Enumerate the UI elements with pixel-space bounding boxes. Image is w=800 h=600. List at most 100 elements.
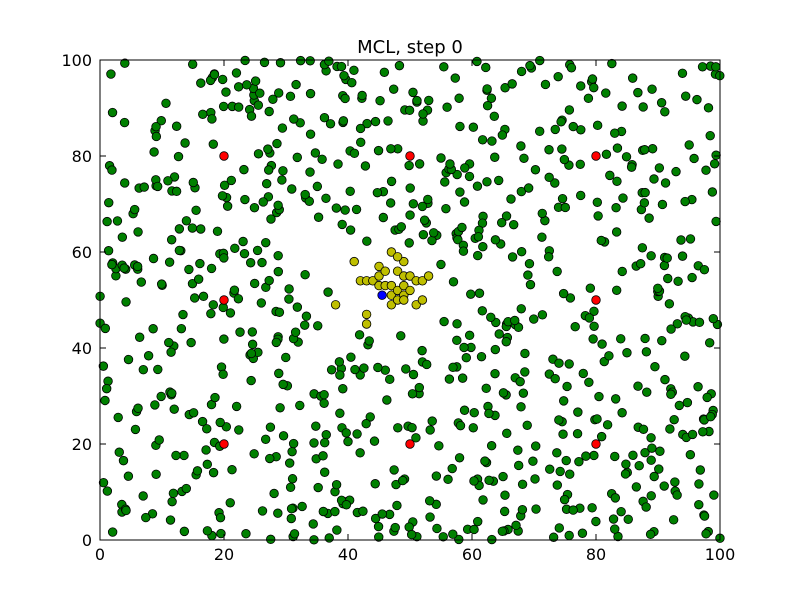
particle-point — [702, 392, 712, 403]
particle-point — [529, 314, 539, 324]
cluster-particle-point — [374, 261, 384, 272]
particle-point — [261, 237, 271, 248]
particle-point — [123, 471, 134, 481]
particle-point — [685, 450, 696, 460]
particle-point — [445, 159, 455, 169]
particle-point — [241, 529, 251, 539]
points-layer — [95, 55, 725, 545]
particle-point — [455, 121, 465, 132]
axes-frame — [99, 59, 721, 541]
particle-point — [701, 165, 711, 175]
particle-point — [516, 304, 526, 314]
particle-point — [436, 259, 446, 270]
particle-point — [273, 508, 283, 518]
particle-point — [486, 312, 496, 322]
particle-point — [617, 408, 627, 418]
landmark-point — [219, 439, 229, 449]
particle-point — [234, 425, 244, 435]
cluster-particle-point — [392, 285, 403, 296]
particle-point — [361, 419, 371, 429]
particle-point — [285, 91, 296, 102]
particle-point — [639, 198, 650, 208]
particle-point — [664, 299, 675, 309]
landmark-point — [591, 439, 601, 449]
particle-point — [574, 456, 584, 467]
particle-point — [273, 266, 284, 277]
particle-point — [589, 306, 599, 316]
particle-point — [486, 441, 497, 451]
particle-point — [195, 258, 205, 269]
particle-point — [164, 257, 175, 267]
particle-point — [612, 176, 622, 186]
particle-point — [610, 451, 620, 462]
particle-point — [359, 363, 369, 373]
particle-point — [396, 222, 407, 232]
particle-point — [230, 243, 240, 253]
particle-point — [260, 434, 271, 445]
particle-point — [345, 225, 356, 235]
particle-point — [562, 381, 572, 392]
particle-point — [338, 384, 348, 394]
particle-point — [292, 152, 302, 163]
particle-point — [169, 404, 179, 414]
particle-point — [319, 398, 329, 408]
particle-point — [250, 76, 261, 86]
particle-point — [265, 422, 276, 432]
particle-point — [377, 509, 387, 519]
particle-point — [321, 193, 331, 203]
particle-point — [349, 148, 360, 159]
particle-point — [705, 130, 715, 141]
particle-point — [373, 521, 384, 532]
particle-point — [531, 504, 541, 514]
particle-point — [499, 506, 510, 517]
particle-point — [351, 204, 362, 215]
particle-point — [418, 109, 428, 119]
particle-point — [634, 460, 644, 471]
particle-point — [305, 88, 316, 99]
particle-point — [289, 529, 300, 539]
particle-point — [210, 392, 220, 403]
particle-point — [386, 144, 396, 154]
particle-point — [518, 388, 529, 398]
particle-point — [610, 524, 620, 534]
particle-point — [517, 505, 528, 515]
particle-point — [119, 263, 129, 273]
particle-point — [476, 351, 487, 362]
particle-point — [286, 513, 296, 524]
particle-point — [102, 486, 113, 496]
particle-point — [201, 445, 211, 455]
particle-point — [355, 448, 365, 458]
particle-point — [519, 153, 529, 163]
particle-point — [481, 383, 491, 394]
particle-point — [153, 181, 163, 192]
particle-point — [610, 394, 621, 404]
particle-point — [424, 95, 434, 106]
particle-point — [612, 143, 623, 153]
particle-point — [640, 333, 650, 344]
particle-point — [452, 335, 462, 346]
particle-point — [438, 532, 448, 542]
particle-point — [694, 479, 704, 489]
particle-point — [180, 138, 190, 148]
particle-point — [343, 436, 353, 447]
particle-point — [681, 315, 691, 325]
particle-point — [555, 466, 565, 477]
particle-point — [447, 463, 457, 474]
particle-point — [448, 277, 459, 287]
particle-point — [354, 330, 365, 340]
particle-point — [405, 210, 415, 220]
particle-point — [133, 403, 143, 413]
particle-point — [171, 121, 182, 131]
particle-point — [394, 60, 405, 71]
particle-point — [151, 131, 162, 142]
particle-point — [352, 429, 362, 439]
particle-point — [370, 479, 380, 489]
particle-point — [148, 253, 159, 264]
particle-point — [557, 193, 568, 204]
particle-point — [385, 374, 395, 385]
particle-point — [554, 523, 564, 533]
particle-point — [184, 264, 194, 275]
particle-point — [378, 212, 389, 223]
particle-point — [407, 422, 417, 433]
particle-point — [156, 116, 166, 126]
